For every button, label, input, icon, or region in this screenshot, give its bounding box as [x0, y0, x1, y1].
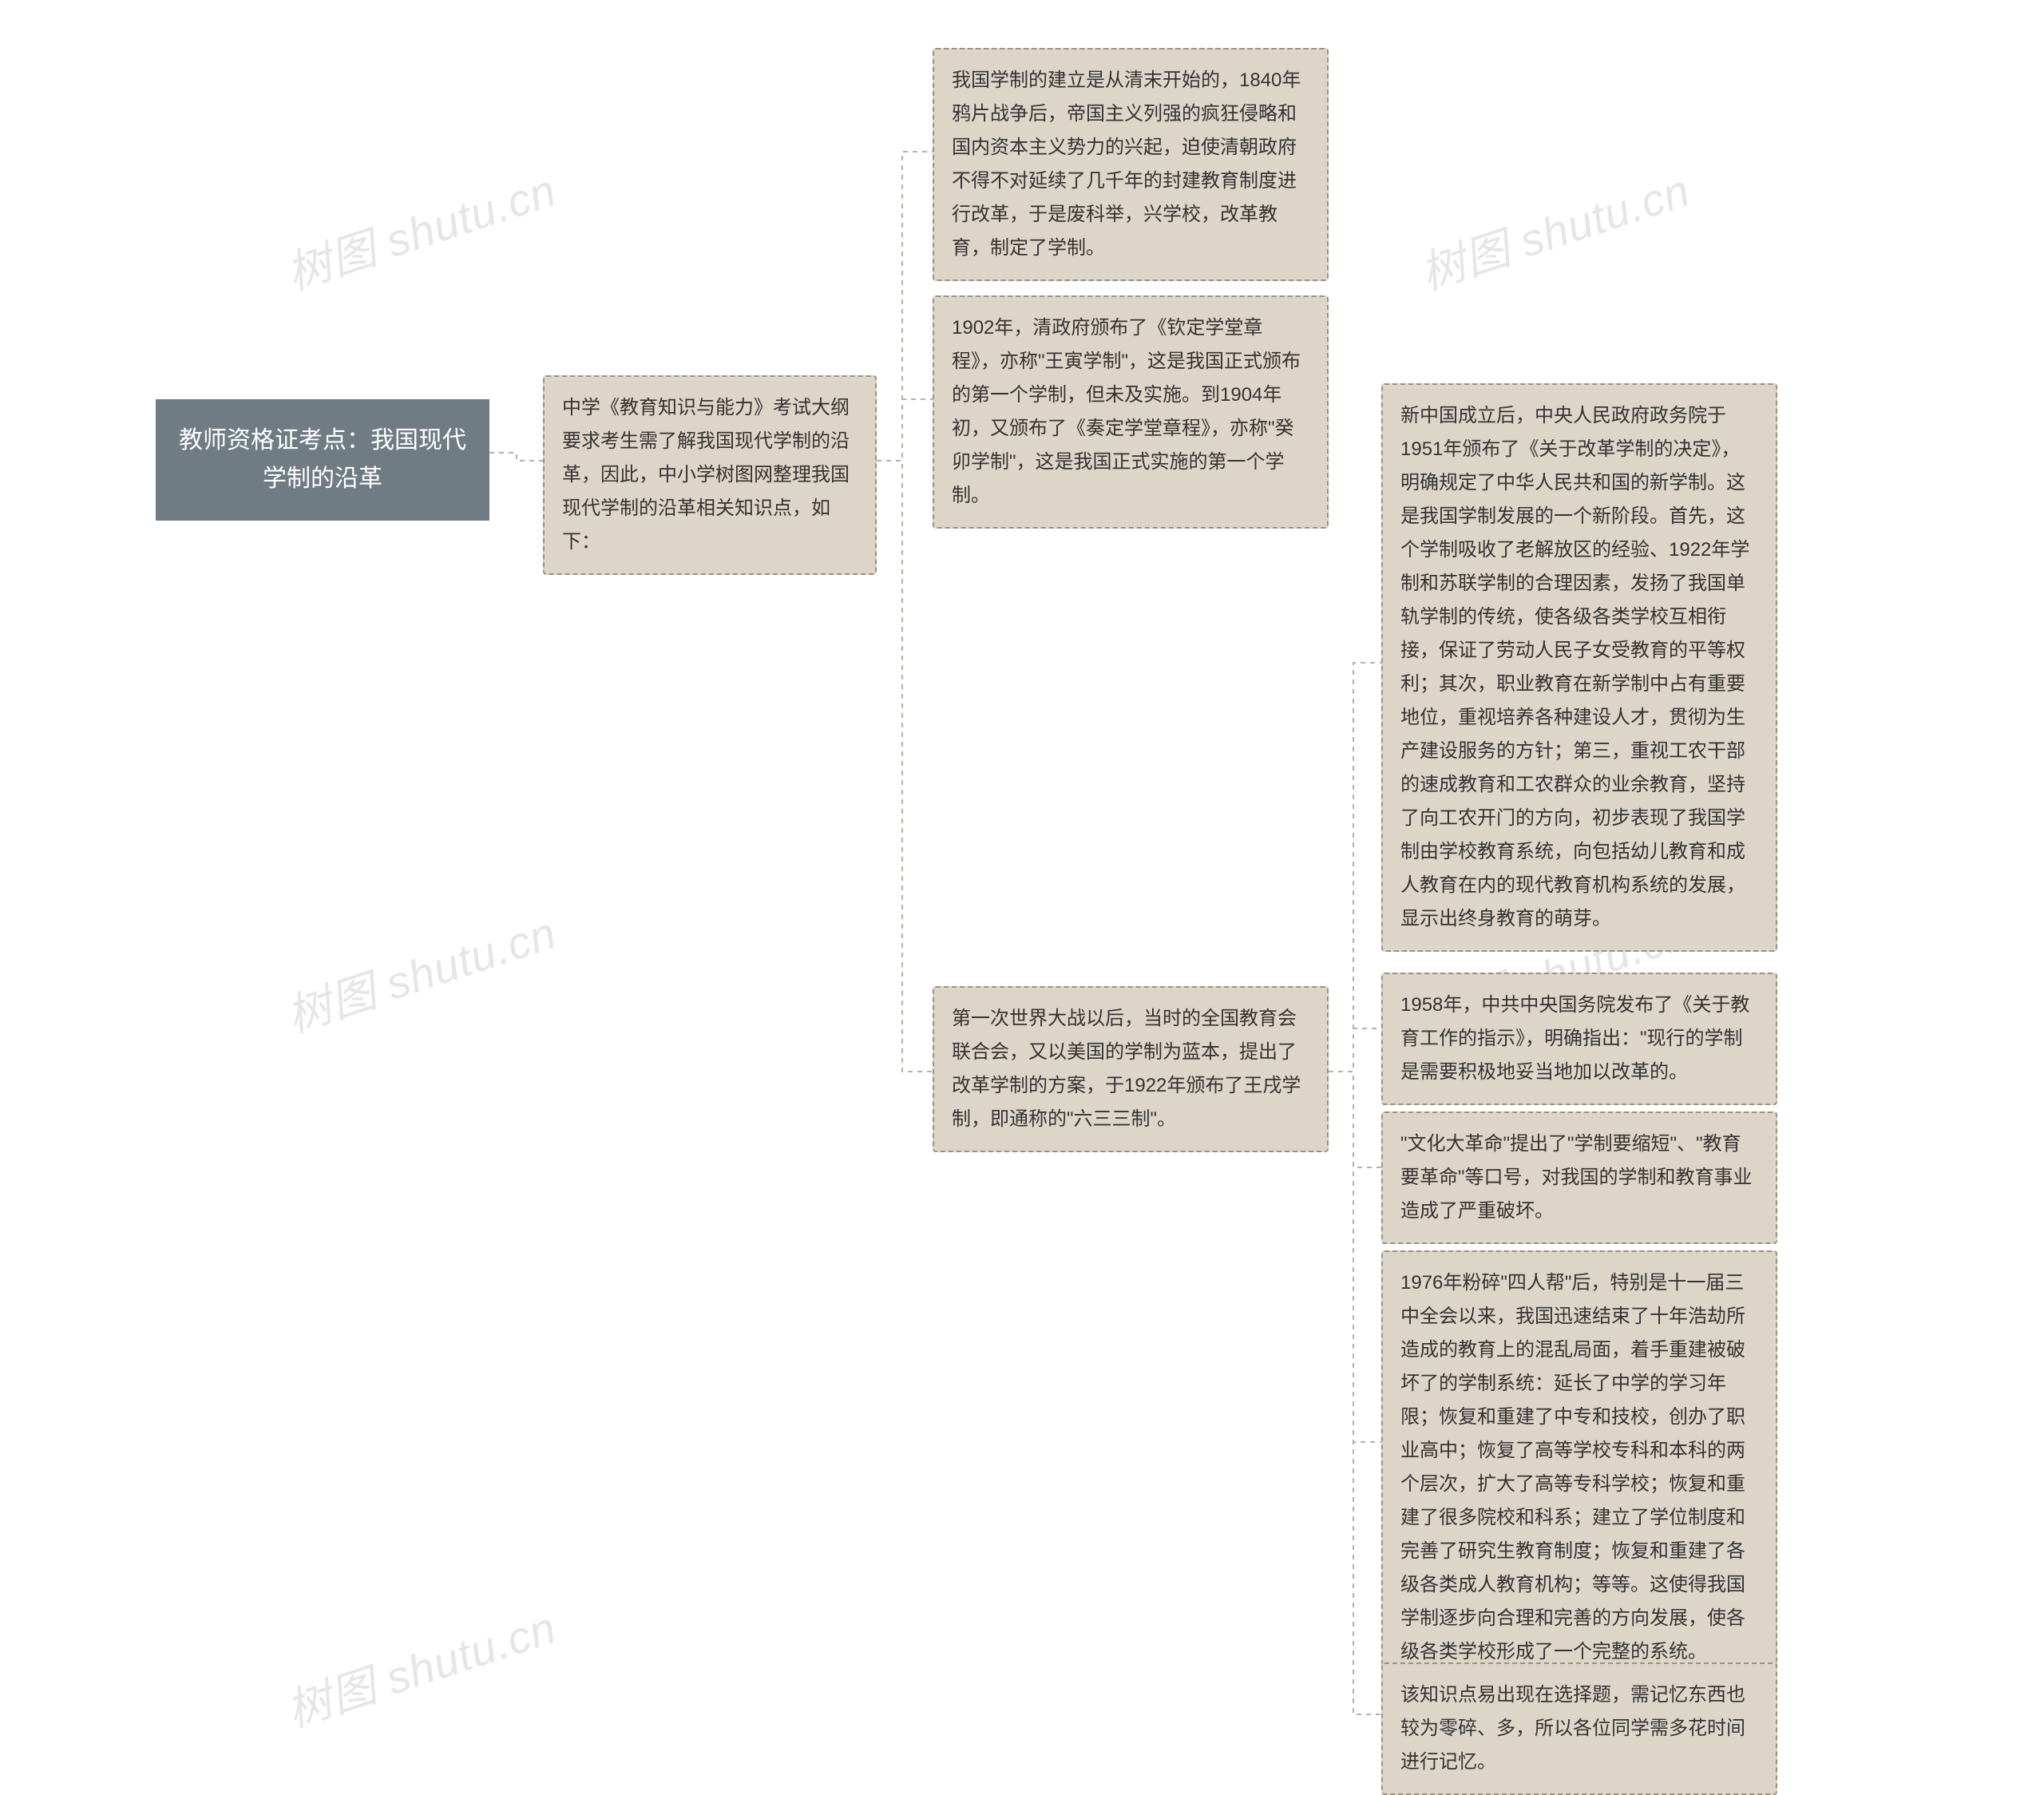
connector: [1329, 1028, 1381, 1072]
watermark: 树图 shutu.cn: [277, 1592, 563, 1740]
level3-node-d[interactable]: 1976年粉碎"四人帮"后，特别是十一届三中全会以来，我国迅速结束了十年浩劫所造…: [1381, 1250, 1777, 1685]
connector: [489, 453, 543, 461]
watermark: 树图 shutu.cn: [277, 155, 563, 303]
level2-node-b[interactable]: 1902年，清政府颁布了《钦定学堂章程》，亦称"王寅学制"，这是我国正式颁布的第…: [933, 295, 1329, 529]
mindmap-canvas: 树图 shutu.cn 树图 shutu.cn 树图 shutu.cn 树图 s…: [0, 0, 2044, 1779]
connector: [1329, 663, 1381, 1072]
connector: [877, 152, 933, 461]
level1-node[interactable]: 中学《教育知识与能力》考试大纲要求考生需了解我国现代学制的沿革，因此，中小学树图…: [543, 375, 877, 575]
connector: [877, 399, 933, 461]
connector: [1329, 1072, 1381, 1167]
connector: [1329, 1072, 1381, 1442]
level3-node-e[interactable]: 该知识点易出现在选择题，需记忆东西也较为零碎、多，所以各位同学需多花时间进行记忆…: [1381, 1662, 1777, 1795]
connector: [877, 461, 933, 1072]
level2-node-c[interactable]: 第一次世界大战以后，当时的全国教育会联合会，又以美国的学制为蓝本，提出了改革学制…: [933, 986, 1329, 1152]
watermark: 树图 shutu.cn: [1411, 155, 1697, 303]
level3-node-c[interactable]: "文化大革命"提出了"学制要缩短"、"教育要革命"等口号，对我国的学制和教育事业…: [1381, 1111, 1777, 1244]
level2-node-a[interactable]: 我国学制的建立是从清末开始的，1840年鸦片战争后，帝国主义列强的疯狂侵略和国内…: [933, 48, 1329, 281]
level3-node-b[interactable]: 1958年，中共中央国务院发布了《关于教育工作的指示》，明确指出："现行的学制是…: [1381, 973, 1777, 1105]
root-node[interactable]: 教师资格证考点：我国现代学制的沿革: [156, 399, 489, 521]
level3-node-a[interactable]: 新中国成立后，中央人民政府政务院于1951年颁布了《关于改革学制的决定》，明确规…: [1381, 383, 1777, 952]
watermark: 树图 shutu.cn: [277, 898, 563, 1045]
connector: [1329, 1072, 1381, 1714]
